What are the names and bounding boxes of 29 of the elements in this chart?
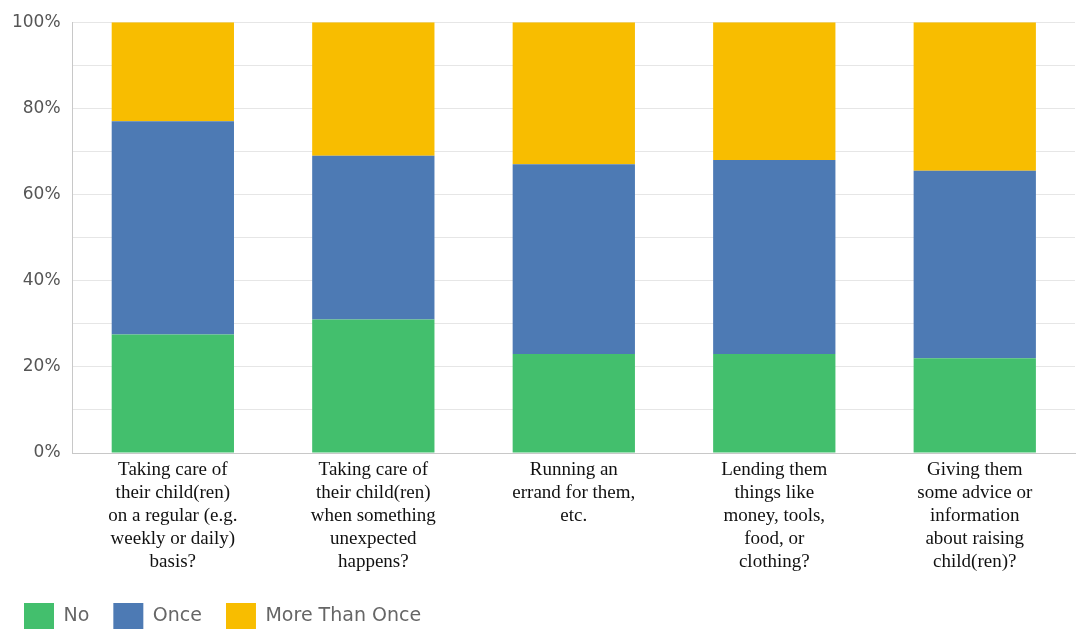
bar (512, 353, 635, 453)
bar (111, 22, 234, 122)
bar (312, 155, 435, 320)
x-tick-label: Lending them things like money, tools, food, or clothing? (721, 458, 828, 571)
legend-label: More Than Once (265, 602, 422, 625)
y-tick-label: 20% (22, 355, 61, 376)
bar (913, 22, 1036, 171)
bar (713, 160, 836, 354)
bar (312, 319, 435, 453)
y-tick-label: 0% (33, 441, 61, 462)
bar (312, 22, 435, 156)
y-tick-label: 60% (22, 182, 61, 203)
x-tick-label: Taking care of their child(ren) on a regular (e.g. weekly or daily) basis? (108, 458, 238, 571)
x-tick-label: Taking care of their child(ren) when something unexpected happens? (310, 458, 437, 571)
bar (512, 164, 635, 354)
y-tick-label: 40% (22, 269, 61, 290)
legend-label: Once (152, 602, 202, 625)
bar (913, 170, 1036, 359)
bar (111, 121, 234, 335)
bar (512, 22, 635, 165)
x-tick-label: Giving them some advice or information about raising child(ren)? (917, 458, 1033, 572)
y-tick-label: 80% (22, 96, 61, 117)
bar (713, 353, 836, 453)
bar (713, 22, 836, 161)
x-tick-label: Running an errand for them, etc. (512, 458, 636, 525)
bar (913, 358, 1036, 453)
bar (111, 334, 234, 453)
legend-label: No (63, 602, 90, 625)
y-tick-label: 100% (11, 10, 61, 31)
